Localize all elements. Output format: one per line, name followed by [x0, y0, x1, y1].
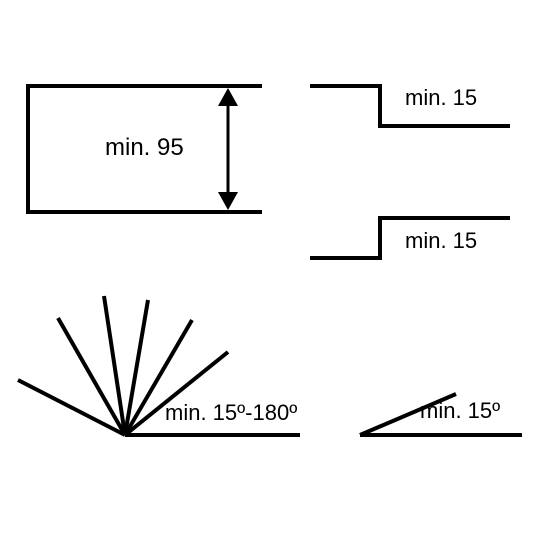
channel-label: min. 95 [105, 134, 184, 162]
technical-diagram [0, 0, 542, 542]
vee-label: min. 15º [420, 398, 500, 424]
step-up-label: min. 15 [405, 228, 477, 254]
step-down-label: min. 15 [405, 85, 477, 111]
fan-label: min. 15º-180º [165, 400, 297, 426]
